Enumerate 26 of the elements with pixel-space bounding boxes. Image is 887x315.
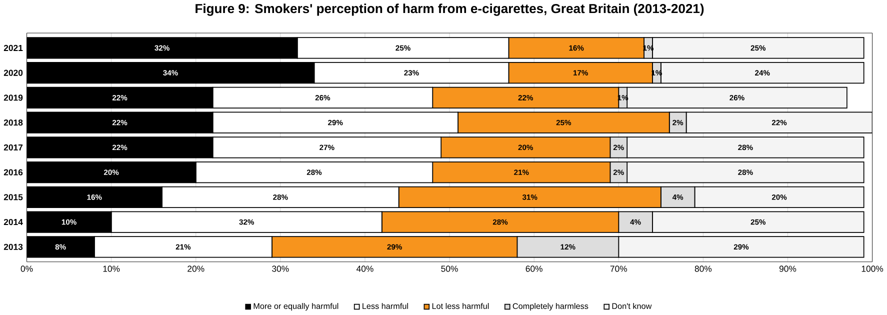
legend-label: Lot less harmful xyxy=(432,303,489,310)
y-tick-label: 2017 xyxy=(4,144,23,151)
y-tick-label: 2019 xyxy=(4,94,23,101)
y-tick-label: 2016 xyxy=(4,169,23,176)
y-tick-label: 2013 xyxy=(4,244,23,250)
x-tick-label: 20% xyxy=(188,266,204,272)
x-tick-label: 30% xyxy=(272,266,289,272)
y-tick-label: 2020 xyxy=(4,70,23,76)
x-tick-label: 10% xyxy=(103,266,120,272)
legend-label: More or equally harmful xyxy=(254,303,338,311)
legend-label: Don't know xyxy=(612,303,652,310)
x-tick-label: 100% xyxy=(862,266,884,272)
x-tick-label: 40% xyxy=(356,266,374,272)
chart-title: Figure 9: Smokers' perception of harm from e-cigarettes, Great Britain (2013-2021) xyxy=(196,4,704,16)
x-tick-label: 90% xyxy=(779,266,796,272)
x-tick-label: 50% xyxy=(441,266,458,272)
x-tick-label: 80% xyxy=(694,266,712,272)
x-tick-label: 60% xyxy=(526,266,542,272)
y-tick-label: 2015 xyxy=(4,194,23,200)
x-tick-label: 0% xyxy=(20,266,33,272)
y-tick-label: 2018 xyxy=(4,120,23,126)
legend-label: Completely harmless xyxy=(512,303,588,311)
y-tick-label: 2014 xyxy=(4,219,23,226)
x-tick-label: 70% xyxy=(610,266,628,272)
legend-label: Less harmful xyxy=(362,303,408,310)
y-tick-label: 2021 xyxy=(4,44,23,52)
